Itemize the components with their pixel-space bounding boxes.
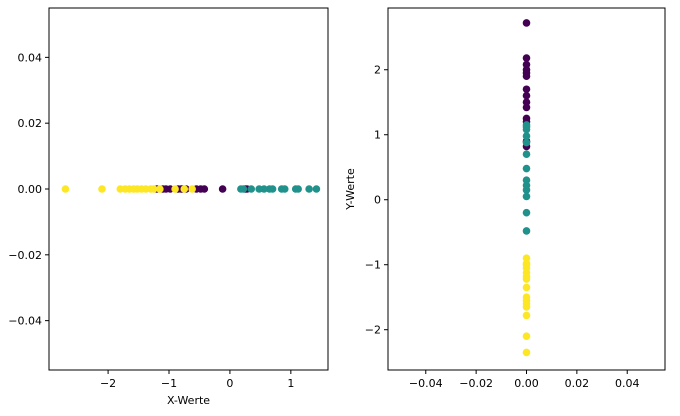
right-point-s1-3 [522,138,531,147]
left-x-tick-label: 1 [287,377,294,390]
right-point-s2-14 [522,275,531,283]
left-point-s0-11 [218,185,227,193]
left-x-tick-label: 0 [226,377,233,390]
right-point-s2-10 [522,311,531,320]
left-point-s2-0 [61,185,70,193]
left-point-s1-6 [268,185,277,193]
right-x-tick-label: 0.04 [615,377,640,390]
right-point-s0-5 [522,72,531,81]
right-point-s0-0 [522,19,531,27]
left-point-s2-10 [149,185,158,193]
left-point-s1-10 [294,185,302,193]
left-y-tick-label: 0.02 [18,117,43,130]
right-point-s1-10 [522,208,531,217]
right-point-s0-8 [522,98,531,107]
right-point-s2-0 [522,254,531,263]
left-point-s2-12 [171,185,179,193]
right-point-s2-9 [522,303,531,311]
right-y-tick-label: 2 [374,64,381,77]
right-point-s2-13 [522,260,531,269]
right-point-s1-4 [522,150,531,159]
right-point-s2-11 [522,332,531,341]
right-scatter-points [522,19,531,357]
right-point-s0-7 [522,91,531,100]
left-point-s1-4 [260,185,268,193]
left-y-tick-label: 0.04 [18,51,43,64]
left-x-ticks: −2 −1 0 1 [100,370,294,390]
right-subplot: −0.04 −0.02 0.00 0.02 0.04 −2 −1 0 1 2 Y-Werte [344,7,666,390]
right-point-s0-6 [522,85,531,94]
right-y-tick-label: −2 [365,324,381,337]
right-x-tick-label: 0.00 [514,377,539,390]
right-x-tick-label: −0.02 [459,377,493,390]
right-y-axis-label: Y-Werte [344,168,357,211]
right-y-tick-label: −1 [365,259,381,272]
left-point-s2-14 [188,185,196,193]
right-point-s0-9 [522,103,531,112]
right-y-ticks: −2 −1 0 1 2 [365,64,388,337]
left-point-s2-11 [156,185,164,193]
right-point-s2-12 [522,348,531,357]
right-point-s1-8 [522,186,531,194]
left-subplot: −2 −1 0 1 −0.04 −0.02 0.00 0.02 0.04 X-Werte [8,7,329,407]
right-point-s1-5 [522,164,531,173]
right-x-tick-label: −0.04 [409,377,443,390]
right-x-ticks: −0.04 −0.02 0.00 0.02 0.04 [409,370,640,390]
left-point-s1-8 [280,185,289,193]
left-point-s1-2 [247,185,256,193]
left-y-tick-label: −0.04 [8,315,42,328]
left-point-s2-1 [98,185,106,193]
left-point-s2-13 [180,185,189,193]
left-point-s1-12 [312,185,321,193]
left-point-s1-11 [305,185,313,193]
right-point-s1-2 [522,132,531,140]
right-y-tick-label: 0 [374,194,381,207]
right-point-s0-2 [522,60,531,69]
left-x-tick-label: −1 [161,377,177,390]
right-x-tick-label: 0.02 [565,377,590,390]
right-point-s1-11 [522,227,531,235]
right-point-s1-6 [522,176,531,185]
left-scatter-points [61,185,321,193]
left-point-s1-1 [239,185,248,193]
left-y-ticks: −0.04 −0.02 0.00 0.02 0.04 [8,51,49,328]
left-x-tick-label: −2 [100,377,116,390]
right-point-s0-1 [522,54,531,62]
left-y-tick-label: 0.00 [18,183,43,196]
right-point-s1-9 [522,192,531,201]
left-y-tick-label: −0.02 [8,249,42,262]
left-point-s0-10 [200,185,209,193]
left-x-axis-label: X-Werte [167,394,210,407]
right-point-s2-5 [522,283,531,292]
right-point-s1-12 [522,123,531,131]
right-y-tick-label: 1 [374,129,381,142]
